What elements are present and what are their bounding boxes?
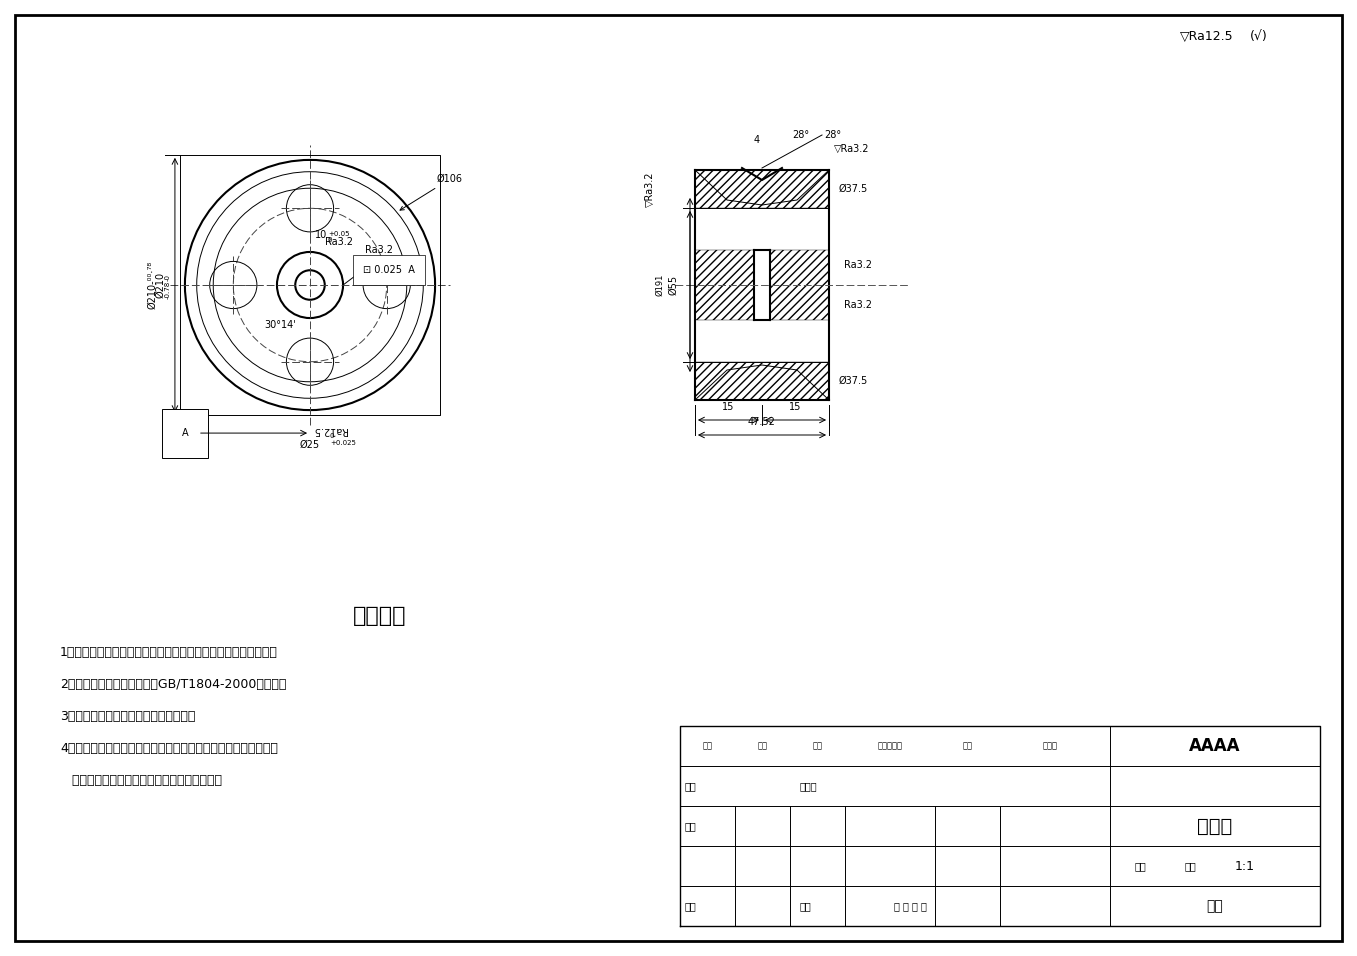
Text: 图号: 图号 [1206,899,1224,913]
Text: 1:1: 1:1 [1235,859,1255,873]
Text: 年月日: 年月日 [1042,742,1057,750]
Text: Ø55: Ø55 [668,275,678,295]
Text: ⊡ 0.025  A: ⊡ 0.025 A [364,265,415,275]
Text: 3、加工后的零件不允许有毛刺、飞边。: 3、加工后的零件不允许有毛刺、飞边。 [60,710,195,723]
Text: Ø210: Ø210 [155,272,166,298]
Text: 0: 0 [330,433,334,439]
Text: 30°14': 30°14' [265,320,296,330]
Text: 工艺: 工艺 [685,901,696,911]
Text: 标准化: 标准化 [801,781,818,791]
Text: Ra12.5: Ra12.5 [313,425,347,435]
Bar [695,250,754,320]
Bar [769,250,829,320]
Text: 1、零件加工表面上，不应有划痕、擦伤等损伤零件表面的缺陷。: 1、零件加工表面上，不应有划痕、擦伤等损伤零件表面的缺陷。 [60,646,278,659]
Text: 15: 15 [790,402,802,412]
Text: Ø191: Ø191 [655,273,665,296]
Text: 共 张 第 张: 共 张 第 张 [893,901,927,911]
Text: 审核: 审核 [685,821,696,831]
Text: 分区: 分区 [703,742,712,750]
Text: -0: -0 [166,273,171,280]
Text: AAAA: AAAA [1189,737,1240,755]
Text: 47.52: 47.52 [748,417,776,427]
Text: 4: 4 [754,135,760,145]
Text: +0.05: +0.05 [328,231,350,237]
Text: 更改文件号: 更改文件号 [878,742,902,750]
Text: 标记: 标记 [813,742,822,750]
Text: 大带轮: 大带轮 [1197,816,1232,836]
Text: Ra3.2: Ra3.2 [365,245,394,255]
Text: Ø106: Ø106 [400,174,463,210]
Text: (√): (√) [1250,30,1267,42]
Text: 15: 15 [722,402,734,412]
Text: 0: 0 [328,237,332,243]
Text: 比例: 比例 [1185,861,1196,871]
Text: -0.78: -0.78 [166,281,171,299]
Text: Ø210-⁰⁰⋅⁷⁸: Ø210-⁰⁰⋅⁷⁸ [147,261,157,309]
Bar [695,170,829,208]
Text: Ra3.2: Ra3.2 [844,300,873,310]
Text: Ra3.2: Ra3.2 [324,237,353,247]
Text: 4、所有需要进行涂装的钢铁制件表面在涂漆前，必须将铁锈、氧: 4、所有需要进行涂装的钢铁制件表面在涂漆前，必须将铁锈、氧 [60,742,278,755]
Text: +0.025: +0.025 [330,440,356,446]
Text: Ra3.2: Ra3.2 [844,260,873,270]
Text: A: A [182,428,189,438]
Text: 化皮、油脂、灰尘、泥土、盐和污物等除去。: 化皮、油脂、灰尘、泥土、盐和污物等除去。 [60,774,223,787]
Text: 处数: 处数 [759,742,768,750]
Text: Ø37.5: Ø37.5 [839,184,868,194]
Text: ▽Ra3.2: ▽Ra3.2 [645,171,655,206]
Bar [695,362,829,400]
Text: 2、未注线性尺寸公差应符合GB/T1804-2000的要求。: 2、未注线性尺寸公差应符合GB/T1804-2000的要求。 [60,678,286,691]
Text: Ø25: Ø25 [300,440,320,450]
Text: 10: 10 [315,230,327,240]
Text: 签名: 签名 [963,742,973,750]
Text: 设计: 设计 [685,781,696,791]
Text: 28°: 28° [792,130,809,140]
Text: ▽Ra3.2: ▽Ra3.2 [835,144,870,154]
Text: Ø37.5: Ø37.5 [839,376,868,386]
Text: 28°: 28° [824,130,841,140]
Text: 批准: 批准 [801,901,811,911]
Text: ▽Ra12.5: ▽Ra12.5 [1181,30,1234,42]
Text: 重量: 重量 [1134,861,1145,871]
Text: 技术要求: 技术要求 [353,606,407,626]
